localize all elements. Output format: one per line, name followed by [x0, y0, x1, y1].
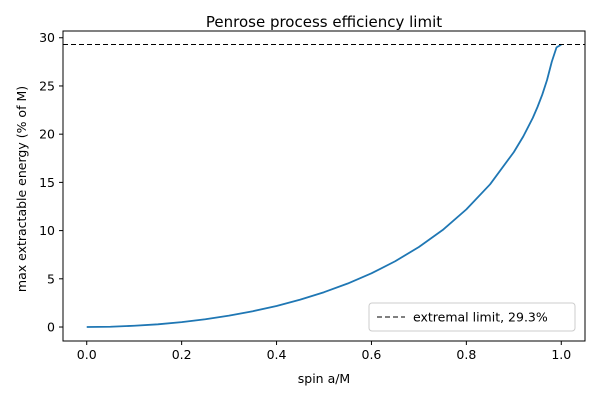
x-tick-label: 0.6 — [362, 347, 382, 362]
series-line-efficiency — [86, 43, 562, 328]
legend-label: extremal limit, 29.3% — [413, 310, 548, 325]
legend-box — [368, 302, 576, 332]
x-tick-label: 0.4 — [267, 347, 287, 362]
y-tick-label: 10 — [39, 223, 55, 238]
x-tick-label: 0.2 — [172, 347, 192, 362]
data-layer — [63, 43, 585, 328]
plot-area: 0.0 0.2 0.4 0.6 0.8 1.0 0 5 10 15 20 25 30 extremal l… — [39, 30, 586, 362]
y-tick-label: 25 — [39, 78, 55, 93]
y-tick-label: 30 — [39, 30, 55, 45]
chart-title: Penrose process efficiency limit — [206, 13, 442, 31]
legend: extremal limit, 29.3% — [368, 302, 576, 332]
y-tick-label: 0 — [47, 320, 55, 335]
y-tick-label: 20 — [39, 127, 55, 142]
x-axis-label: spin a/M — [298, 371, 350, 386]
y-tick-label: 5 — [47, 271, 55, 286]
x-tick-label: 1.0 — [551, 347, 571, 362]
y-axis-label: max extractable energy (% of M) — [14, 86, 29, 292]
y-tick-label: 15 — [39, 175, 55, 190]
x-tick-label: 0.8 — [456, 347, 476, 362]
x-tick-label: 0.0 — [77, 347, 97, 362]
plot-frame — [62, 30, 586, 342]
